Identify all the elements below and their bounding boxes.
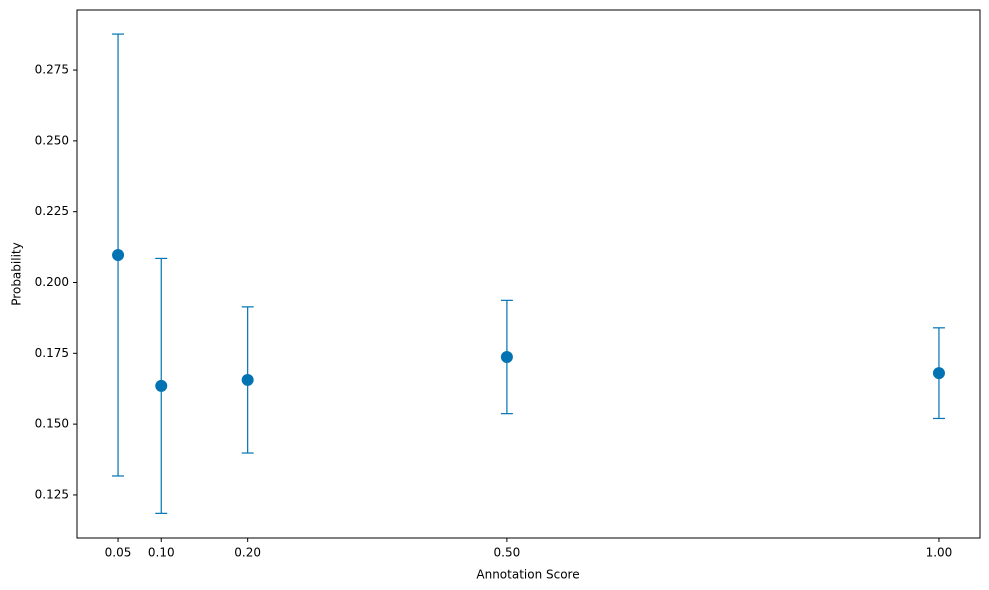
y-tick-label: 0.225 (35, 204, 69, 218)
y-tick-label: 0.275 (35, 63, 69, 77)
y-tick-label: 0.150 (35, 417, 69, 431)
y-tick-label: 0.200 (35, 275, 69, 289)
x-tick-label: 1.00 (926, 546, 953, 560)
y-axis-label: Probability (10, 242, 24, 305)
point (932, 367, 945, 380)
y-tick-label: 0.125 (35, 487, 69, 501)
x-tick-label: 0.10 (148, 546, 175, 560)
point (112, 249, 125, 262)
y-tick-label: 0.175 (35, 346, 69, 360)
x-axis-label: Annotation Score (476, 568, 579, 582)
point (500, 350, 513, 363)
point (241, 373, 254, 386)
x-tick-label: 0.50 (494, 546, 521, 560)
plot-frame (76, 9, 981, 539)
x-tick-label: 0.20 (234, 546, 261, 560)
y-tick-label: 0.250 (35, 133, 69, 147)
point (155, 379, 168, 392)
x-tick-label: 0.05 (105, 546, 132, 560)
